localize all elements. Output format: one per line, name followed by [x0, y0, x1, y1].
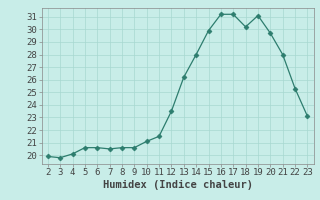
X-axis label: Humidex (Indice chaleur): Humidex (Indice chaleur)	[103, 180, 252, 190]
